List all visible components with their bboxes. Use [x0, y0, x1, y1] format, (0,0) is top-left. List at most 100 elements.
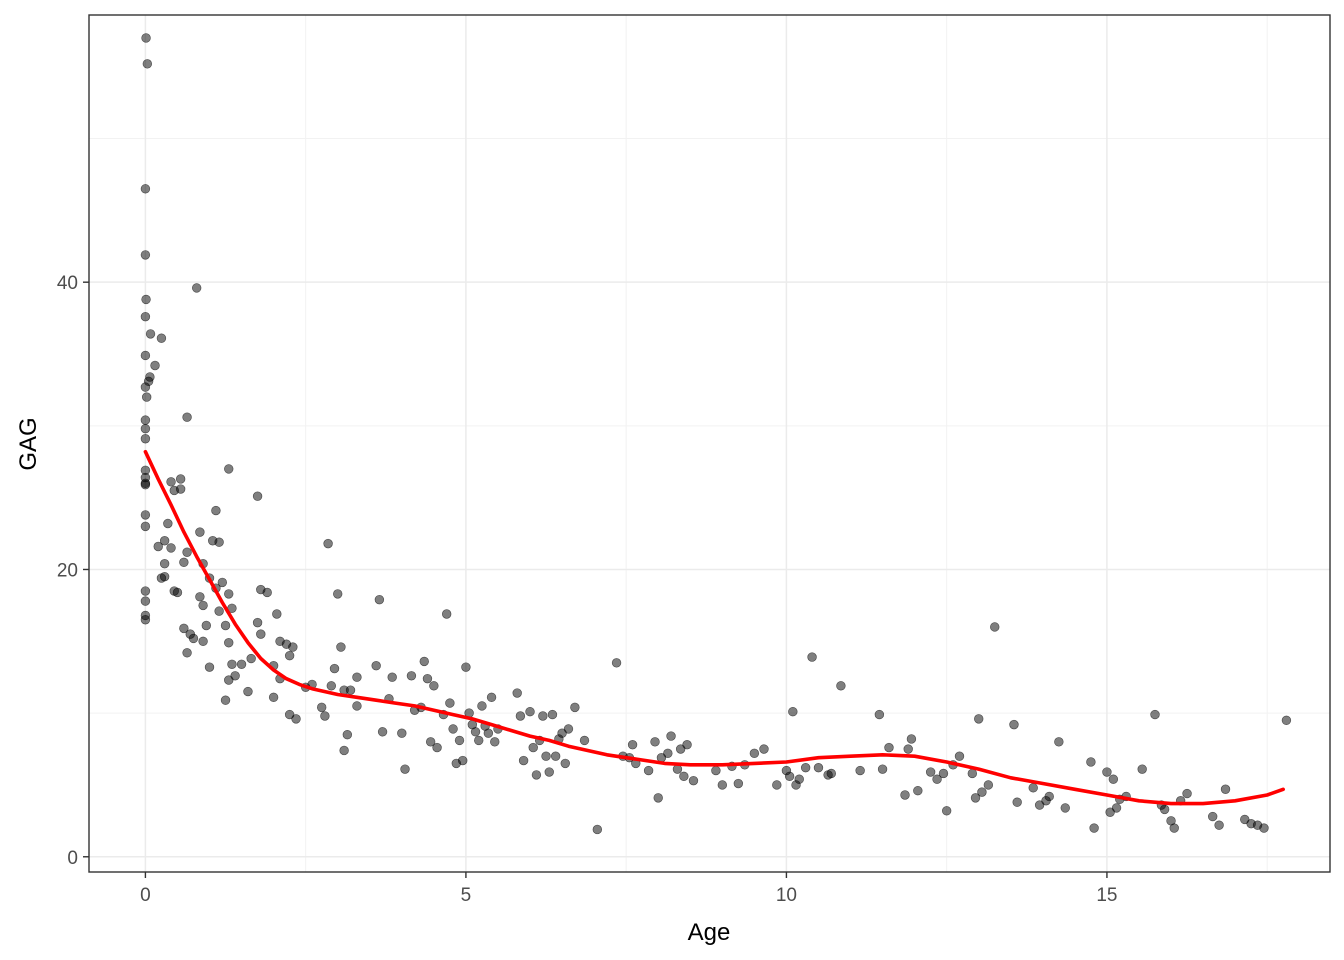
data-point [406, 671, 417, 681]
data-point [788, 706, 798, 717]
data-point [538, 711, 548, 721]
data-point [794, 774, 804, 784]
data-point [563, 724, 574, 734]
data-point [874, 709, 885, 720]
data-point [454, 735, 465, 746]
data-point [900, 790, 910, 800]
data-point [288, 642, 298, 652]
data-point [1220, 784, 1231, 794]
data-point [150, 360, 160, 371]
data-point [272, 609, 282, 619]
data-point [214, 606, 224, 616]
data-point [470, 727, 481, 737]
y-axis-ticks: 0 20 40 [57, 273, 89, 869]
data-point [140, 415, 151, 425]
data-point [345, 685, 356, 695]
data-point [153, 541, 163, 552]
data-point [525, 706, 535, 717]
data-point [198, 636, 208, 647]
x-axis-ticks: 0 5 10 15 [140, 872, 1117, 906]
data-point [182, 412, 192, 422]
data-point [483, 728, 494, 738]
data-point [560, 758, 570, 769]
data-point [711, 765, 721, 776]
data-point [474, 735, 484, 746]
data-point [990, 622, 1000, 632]
data-point [166, 543, 176, 553]
data-point [954, 751, 965, 761]
data-point [682, 740, 692, 750]
data-point [141, 392, 152, 402]
data-point [528, 742, 538, 753]
data-point [371, 661, 381, 671]
data-point [759, 744, 769, 754]
data-point [323, 538, 333, 549]
data-point [175, 474, 186, 484]
data-point [1207, 811, 1218, 822]
data-point [547, 709, 558, 720]
data-point [461, 662, 471, 672]
data-point [230, 671, 240, 681]
data-point [518, 755, 529, 766]
data-point [422, 673, 433, 684]
data-point [198, 600, 208, 611]
data-point [515, 711, 526, 721]
data-point [1214, 820, 1224, 830]
data-point [140, 311, 151, 322]
data-point [166, 477, 176, 487]
data-point [140, 250, 151, 260]
data-point [913, 785, 923, 796]
data-point [970, 793, 981, 803]
data-point [836, 681, 846, 691]
data-point [579, 735, 590, 746]
data-point [179, 623, 189, 634]
data-point [1111, 803, 1122, 813]
data-point [1159, 804, 1170, 815]
data-point [175, 484, 186, 494]
data-point [1089, 823, 1099, 833]
data-point [140, 434, 151, 444]
data-point [201, 620, 212, 631]
data-point [214, 537, 224, 547]
data-point [1060, 803, 1070, 813]
data-point [141, 33, 151, 43]
data-point [217, 577, 228, 588]
data-point [172, 587, 183, 598]
data-point [163, 518, 173, 529]
y-axis-title: GAG [15, 417, 42, 470]
x-axis-title: Age [688, 919, 731, 946]
data-point [339, 745, 349, 756]
data-point [441, 609, 452, 619]
data-point [941, 806, 952, 816]
data-point [813, 763, 824, 773]
data-point [653, 793, 663, 803]
data-point [679, 771, 689, 782]
y-tick-label: 40 [57, 273, 78, 294]
data-point [211, 505, 221, 516]
data-point [938, 768, 949, 779]
data-point [448, 724, 458, 734]
data-point [252, 491, 263, 501]
data-point [477, 701, 487, 711]
data-point [800, 763, 811, 773]
data-point [974, 714, 984, 724]
x-tick-label: 0 [140, 885, 151, 906]
data-point [159, 559, 170, 569]
major-gridlines [89, 15, 1330, 872]
data-point [291, 714, 301, 724]
data-point [336, 642, 346, 652]
data-point [550, 751, 561, 761]
data-point [224, 675, 234, 685]
data-point [429, 681, 439, 691]
data-points [140, 33, 1292, 835]
data-point [906, 734, 917, 744]
data-point [224, 589, 234, 599]
data-point [425, 737, 436, 747]
data-point [400, 764, 410, 774]
data-point [159, 536, 170, 546]
data-point [1150, 709, 1160, 720]
data-point [458, 755, 468, 766]
data-point [1054, 737, 1064, 747]
data-point [570, 702, 580, 713]
data-point [182, 547, 192, 557]
